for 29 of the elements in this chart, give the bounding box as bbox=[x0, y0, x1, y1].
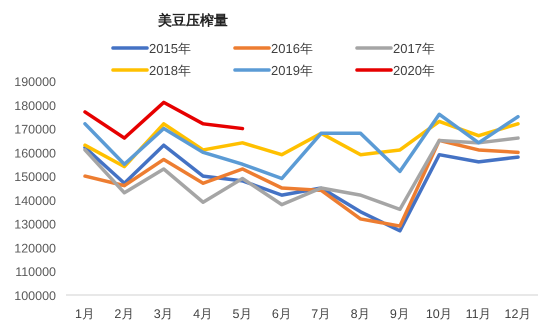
legend-label: 2015年 bbox=[149, 41, 191, 56]
x-tick-label: 4月 bbox=[193, 307, 214, 321]
y-tick-label: 160000 bbox=[14, 146, 56, 160]
x-tick-label: 6月 bbox=[272, 307, 292, 321]
x-tick-label: 2月 bbox=[114, 307, 134, 321]
chart-title: 美豆压榨量 bbox=[157, 12, 228, 29]
x-tick-label: 7月 bbox=[311, 307, 332, 321]
y-tick-label: 130000 bbox=[14, 218, 56, 232]
legend-label: 2020年 bbox=[393, 63, 435, 78]
x-tick-label: 10月 bbox=[426, 307, 453, 321]
y-tick-label: 190000 bbox=[14, 75, 56, 89]
legend-label: 2019年 bbox=[271, 63, 313, 78]
legend-label: 2017年 bbox=[393, 41, 435, 56]
x-tick-label: 12月 bbox=[504, 307, 532, 321]
y-tick-label: 150000 bbox=[14, 170, 56, 184]
y-tick-label: 140000 bbox=[14, 194, 56, 208]
x-tick-label: 5月 bbox=[232, 307, 252, 321]
x-tick-label: 1月 bbox=[75, 307, 95, 321]
x-tick-label: 8月 bbox=[350, 307, 371, 321]
legend-label: 2018年 bbox=[149, 63, 191, 78]
x-tick-label: 3月 bbox=[154, 307, 174, 321]
x-tick-label: 9月 bbox=[390, 307, 410, 321]
y-tick-label: 120000 bbox=[14, 241, 56, 256]
y-tick-label: 170000 bbox=[14, 122, 56, 137]
legend-label: 2016年 bbox=[271, 41, 313, 56]
y-tick-label: 110000 bbox=[15, 265, 56, 280]
y-tick-label: 180000 bbox=[14, 98, 56, 113]
x-tick-label: 11月 bbox=[466, 307, 492, 321]
y-tick-label: 100000 bbox=[14, 289, 56, 303]
